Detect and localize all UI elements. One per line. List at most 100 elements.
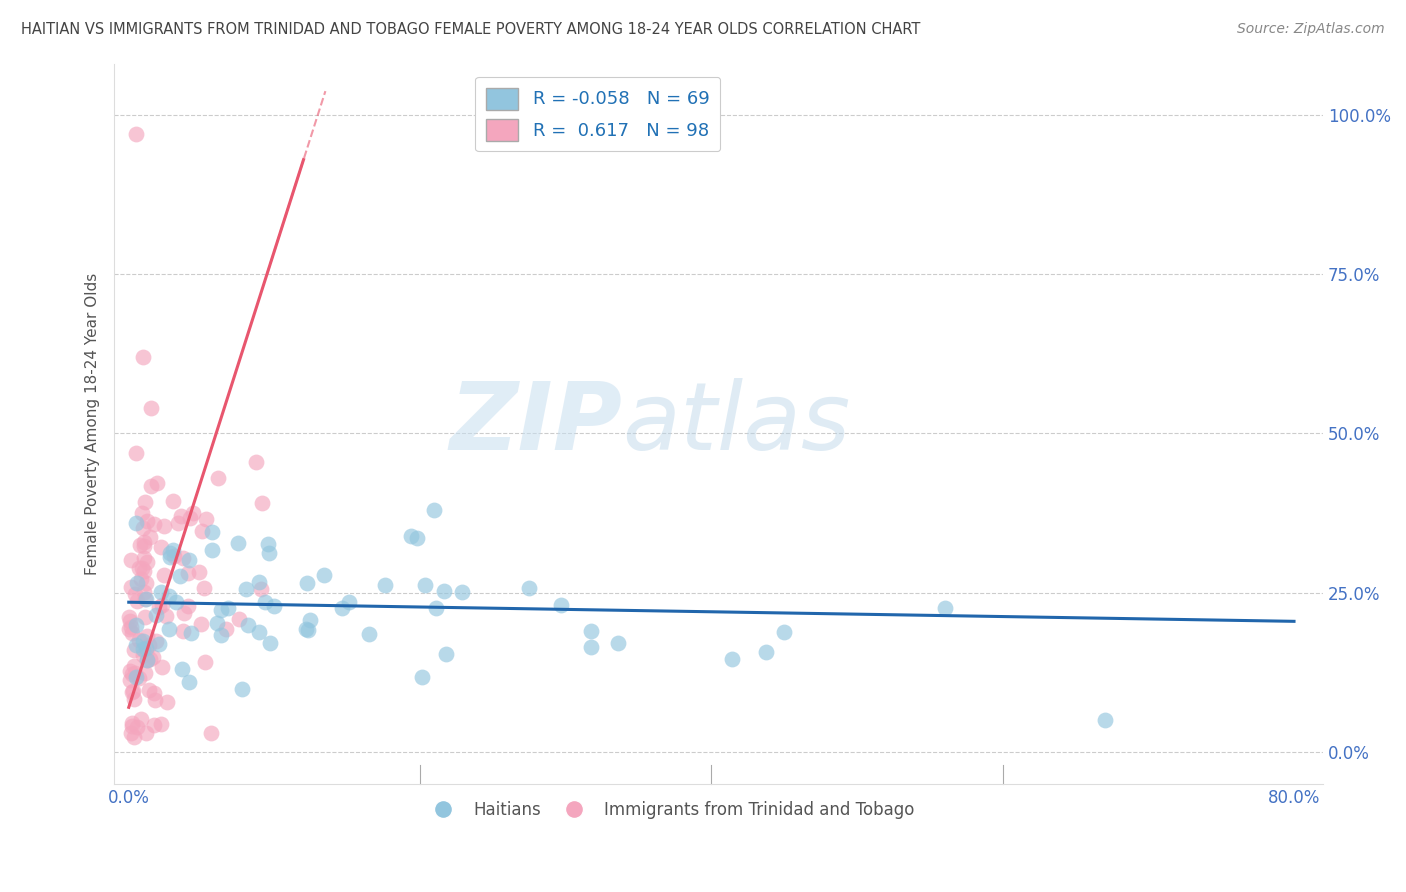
Point: [170, 509, 193, 524]
Point: [118, 610, 141, 624]
Point: [167, 516, 190, 530]
Point: [135, 575, 157, 590]
Point: [374, 577, 396, 591]
Point: [120, 553, 142, 567]
Point: [135, 640, 157, 655]
Point: [173, 624, 195, 638]
Point: [257, 546, 280, 560]
Legend: Haitians, Immigrants from Trinidad and Tobago: Haitians, Immigrants from Trinidad and T…: [419, 795, 921, 826]
Point: [122, 643, 145, 657]
Point: [150, 598, 173, 612]
Point: [145, 607, 167, 622]
Point: [434, 647, 457, 661]
Point: [134, 585, 156, 599]
Point: [120, 620, 142, 634]
Point: [217, 600, 239, 615]
Point: [179, 553, 201, 567]
Point: [425, 600, 447, 615]
Point: [755, 645, 778, 659]
Point: [121, 684, 143, 698]
Point: [179, 675, 201, 690]
Point: [207, 471, 229, 485]
Point: [134, 539, 156, 553]
Point: [145, 475, 167, 490]
Text: ZIP: ZIP: [449, 378, 621, 470]
Point: [139, 401, 162, 415]
Point: [134, 592, 156, 607]
Point: [145, 634, 167, 648]
Point: [179, 511, 201, 525]
Point: [155, 608, 177, 623]
Point: [118, 665, 141, 679]
Point: [132, 642, 155, 657]
Point: [721, 652, 744, 666]
Point: [132, 521, 155, 535]
Point: [132, 350, 155, 364]
Point: [193, 581, 215, 595]
Point: [148, 599, 170, 614]
Point: [131, 560, 153, 574]
Point: [135, 646, 157, 660]
Point: [149, 585, 172, 599]
Point: [153, 567, 176, 582]
Point: [250, 582, 273, 596]
Point: [191, 524, 214, 539]
Text: Source: ZipAtlas.com: Source: ZipAtlas.com: [1237, 22, 1385, 37]
Point: [245, 455, 267, 469]
Point: [156, 695, 179, 709]
Point: [231, 681, 253, 696]
Point: [209, 628, 232, 642]
Point: [607, 636, 630, 650]
Point: [194, 655, 217, 669]
Point: [1094, 713, 1116, 727]
Point: [517, 581, 540, 595]
Point: [125, 516, 148, 530]
Point: [143, 718, 166, 732]
Point: [129, 711, 152, 725]
Point: [235, 582, 257, 596]
Point: [139, 479, 162, 493]
Point: [228, 536, 250, 550]
Point: [190, 617, 212, 632]
Point: [128, 561, 150, 575]
Point: [550, 599, 572, 613]
Point: [142, 649, 165, 664]
Point: [177, 599, 200, 614]
Point: [121, 667, 143, 681]
Point: [134, 610, 156, 624]
Point: [134, 495, 156, 509]
Point: [132, 648, 155, 662]
Point: [135, 653, 157, 667]
Point: [330, 600, 353, 615]
Point: [134, 665, 156, 680]
Point: [121, 580, 143, 594]
Point: [136, 653, 159, 667]
Point: [129, 538, 152, 552]
Point: [143, 516, 166, 531]
Point: [121, 625, 143, 640]
Point: [118, 614, 141, 628]
Point: [132, 534, 155, 549]
Point: [162, 549, 184, 563]
Point: [125, 127, 148, 141]
Point: [132, 633, 155, 648]
Point: [148, 637, 170, 651]
Point: [297, 575, 319, 590]
Point: [162, 542, 184, 557]
Point: [200, 524, 222, 539]
Point: [128, 671, 150, 685]
Point: [200, 726, 222, 740]
Point: [413, 578, 436, 592]
Point: [433, 584, 456, 599]
Point: [121, 718, 143, 732]
Point: [247, 625, 270, 640]
Point: [179, 626, 201, 640]
Point: [132, 564, 155, 578]
Point: [228, 611, 250, 625]
Point: [159, 546, 181, 560]
Point: [122, 691, 145, 706]
Point: [124, 666, 146, 681]
Point: [411, 670, 433, 684]
Point: [118, 622, 141, 636]
Point: [157, 589, 180, 603]
